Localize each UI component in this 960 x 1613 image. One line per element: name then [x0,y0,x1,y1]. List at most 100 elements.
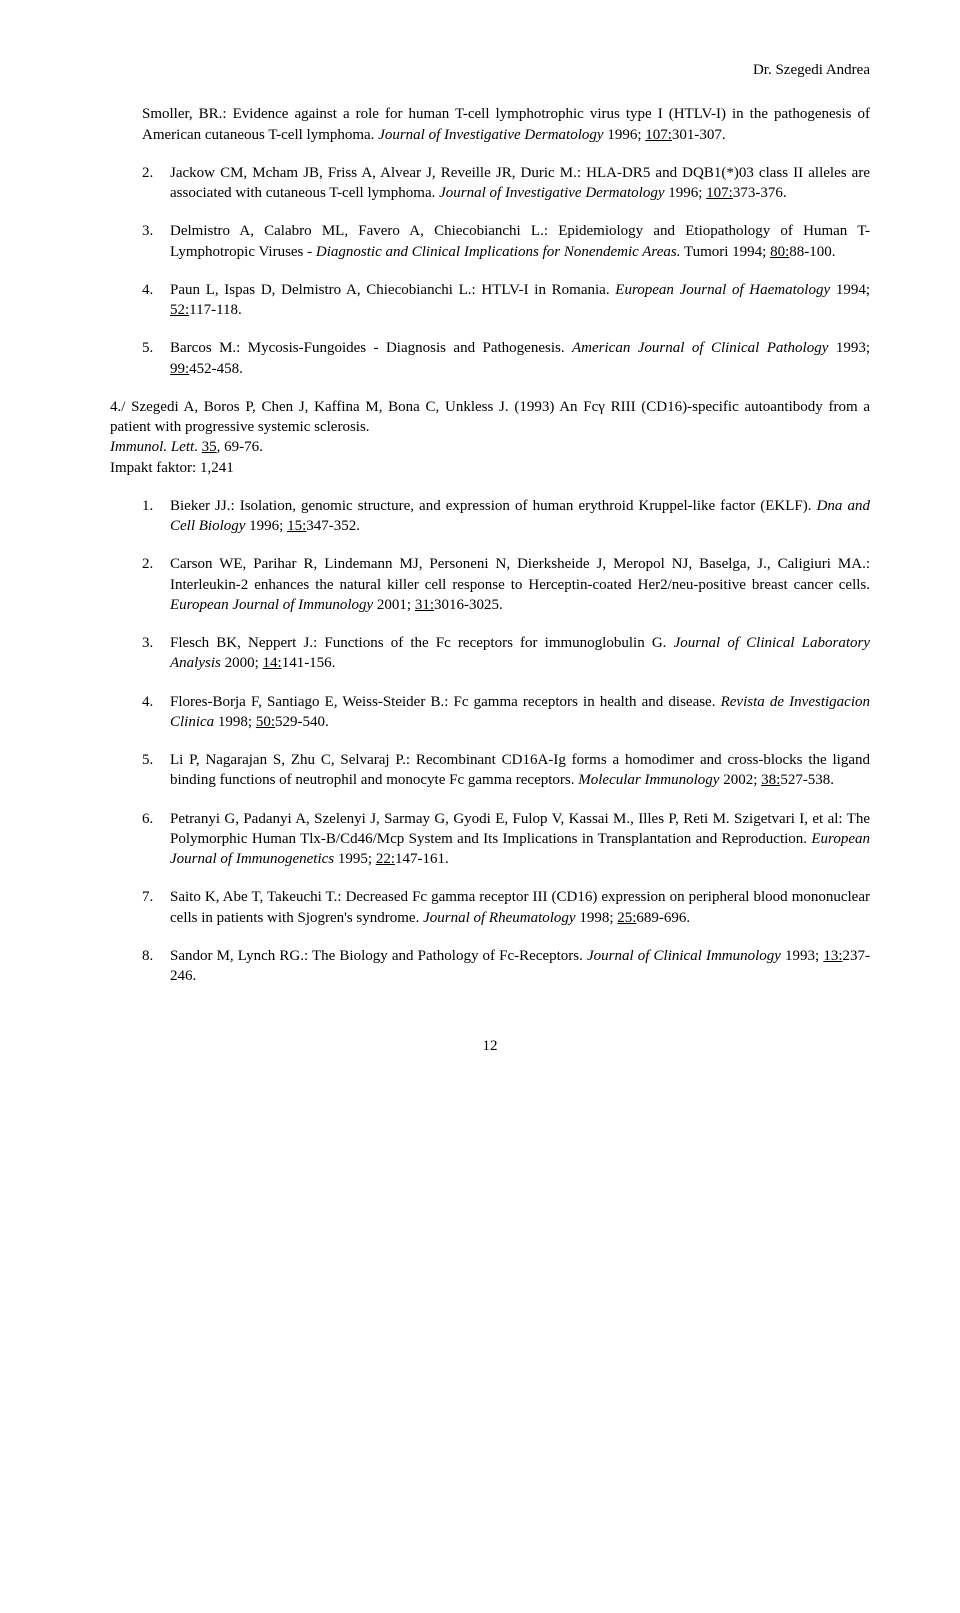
reference-pages: 3016-3025. [434,597,503,613]
reference-item: 8.Sandor M, Lynch RG.: The Biology and P… [142,946,870,987]
reference-year: 1993; [781,948,823,964]
reference-text: Paun L, Ispas D, Delmistro A, Chiecobian… [170,280,870,321]
reference-item: 2.Carson WE, Parihar R, Lindemann MJ, Pe… [142,554,870,615]
reference-authors-title: Flores-Borja F, Santiago E, Weiss-Steide… [170,694,721,710]
g2-vol: 35 [202,439,217,455]
g2-head1: 4./ Szegedi A, Boros P, Chen J, Kaffina … [110,399,870,435]
reference-authors-title: Bieker JJ.: Isolation, genomic structure… [170,498,817,514]
reference-number: 4. [142,280,170,321]
reference-text: Sandor M, Lynch RG.: The Biology and Pat… [170,946,870,987]
reference-journal: Journal of Clinical Immunology [587,948,781,964]
reference-year: Tumori 1994; [680,244,770,260]
reference-volume: 14: [263,655,282,671]
reference-item: 3.Delmistro A, Calabro ML, Favero A, Chi… [142,221,870,262]
reference-pages: 527-538. [780,772,834,788]
reference-item: 2.Jackow CM, Mcham JB, Friss A, Alvear J… [142,163,870,204]
reference-text: Delmistro A, Calabro ML, Favero A, Chiec… [170,221,870,262]
g1-tail: 1996; [604,127,646,143]
reference-volume: 52: [170,302,189,318]
reference-authors-title: Petranyi G, Padanyi A, Szelenyi J, Sarma… [170,811,870,847]
reference-volume: 99: [170,361,189,377]
reference-journal: Journal of Rheumatology [423,910,575,926]
reference-item: 7.Saito K, Abe T, Takeuchi T.: Decreased… [142,887,870,928]
reference-text: Flesch BK, Neppert J.: Functions of the … [170,633,870,674]
g2-line2a: Immunol. Lett [110,439,194,455]
reference-year: 2000; [225,655,263,671]
g2-line2c: , 69-76. [217,439,263,455]
reference-volume: 22: [376,851,395,867]
reference-text: Jackow CM, Mcham JB, Friss A, Alvear J, … [170,163,870,204]
reference-year: 2002; [719,772,761,788]
g1-vol: 107: [645,127,672,143]
reference-journal: Journal of Investigative Dermatology [439,185,664,201]
reference-authors-title: Paun L, Ispas D, Delmistro A, Chiecobian… [170,282,615,298]
reference-subtitle: Diagnostic and Clinical Implications for… [316,244,681,260]
g2-impakt: Impakt faktor: 1,241 [110,460,234,476]
reference-authors-title: Barcos M.: Mycosis-Fungoides - Diagnosis… [170,340,572,356]
reference-number: 5. [142,338,170,379]
reference-item: 4.Paun L, Ispas D, Delmistro A, Chiecobi… [142,280,870,321]
group2-reference-list: 1.Bieker JJ.: Isolation, genomic structu… [110,496,870,987]
reference-year: 2001; [373,597,415,613]
reference-number: 5. [142,750,170,791]
reference-pages: 452-458. [189,361,243,377]
reference-year: 1995; [334,851,376,867]
group1-lead: Smoller, BR.: Evidence against a role fo… [142,104,870,145]
reference-journal: European Journal of Immunology [170,597,373,613]
reference-pages: 117-118. [189,302,242,318]
reference-year: 1998; [576,910,618,926]
reference-pages: 529-540. [275,714,329,730]
reference-item: 6.Petranyi G, Padanyi A, Szelenyi J, Sar… [142,809,870,870]
reference-year: 1993; [828,340,870,356]
reference-volume: 13: [823,948,842,964]
reference-number: 3. [142,633,170,674]
reference-text: Flores-Borja F, Santiago E, Weiss-Steide… [170,692,870,733]
reference-number: 8. [142,946,170,987]
reference-journal: Molecular Immunology [578,772,719,788]
reference-text: Li P, Nagarajan S, Zhu C, Selvaraj P.: R… [170,750,870,791]
reference-volume: 107: [706,185,733,201]
reference-item: 3.Flesch BK, Neppert J.: Functions of th… [142,633,870,674]
reference-text: Carson WE, Parihar R, Lindemann MJ, Pers… [170,554,870,615]
reference-text: Bieker JJ.: Isolation, genomic structure… [170,496,870,537]
reference-text: Saito K, Abe T, Takeuchi T.: Decreased F… [170,887,870,928]
reference-item: 5.Barcos M.: Mycosis-Fungoides - Diagnos… [142,338,870,379]
g1-pages: 301-307. [672,127,726,143]
reference-journal: American Journal of Clinical Pathology [572,340,828,356]
reference-volume: 31: [415,597,434,613]
group1-reference-list: 2.Jackow CM, Mcham JB, Friss A, Alvear J… [110,163,870,379]
g1-journal: Journal of Investigative Dermatology [378,127,603,143]
reference-pages: 689-696. [636,910,690,926]
reference-number: 3. [142,221,170,262]
reference-item: 4.Flores-Borja F, Santiago E, Weiss-Stei… [142,692,870,733]
reference-text: Barcos M.: Mycosis-Fungoides - Diagnosis… [170,338,870,379]
reference-volume: 25: [617,910,636,926]
reference-number: 4. [142,692,170,733]
reference-item: 1.Bieker JJ.: Isolation, genomic structu… [142,496,870,537]
reference-year: 1998; [214,714,256,730]
page-header: Dr. Szegedi Andrea [110,60,870,80]
reference-number: 6. [142,809,170,870]
reference-authors-title: Flesch BK, Neppert J.: Functions of the … [170,635,674,651]
page-number: 12 [110,1036,870,1056]
reference-volume: 50: [256,714,275,730]
reference-number: 1. [142,496,170,537]
reference-number: 7. [142,887,170,928]
reference-volume: 80: [770,244,789,260]
reference-item: 5.Li P, Nagarajan S, Zhu C, Selvaraj P.:… [142,750,870,791]
reference-year: 1996; [664,185,706,201]
author-name: Dr. Szegedi Andrea [753,62,870,78]
reference-pages: 141-156. [282,655,336,671]
reference-journal: European Journal of Haematology [615,282,830,298]
reference-authors-title: Sandor M, Lynch RG.: The Biology and Pat… [170,948,587,964]
reference-pages: 347-352. [306,518,360,534]
reference-number: 2. [142,163,170,204]
reference-number: 2. [142,554,170,615]
reference-year: 1996; [245,518,287,534]
page-number-value: 12 [483,1038,498,1054]
g2-line2b: . [194,439,202,455]
reference-volume: 38: [761,772,780,788]
reference-authors-title: Carson WE, Parihar R, Lindemann MJ, Pers… [170,556,870,592]
reference-text: Petranyi G, Padanyi A, Szelenyi J, Sarma… [170,809,870,870]
reference-volume: 15: [287,518,306,534]
